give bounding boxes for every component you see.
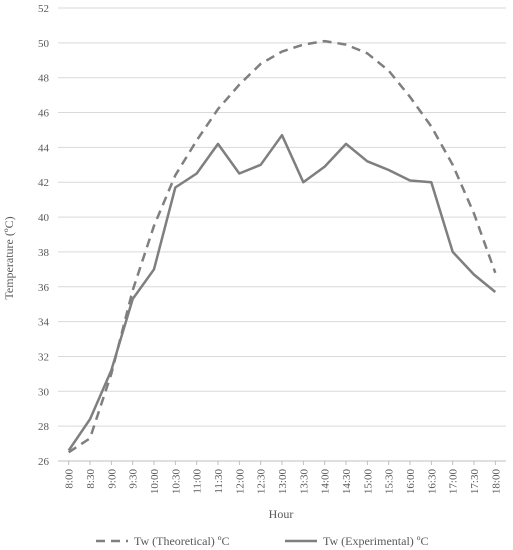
x-tick-label: 18:00 [490, 469, 502, 495]
x-tick-label: 16:00 [405, 469, 417, 495]
x-tick-label: 10:30 [170, 469, 182, 495]
x-tick-label: 8:00 [64, 469, 76, 489]
x-tick-label: 15:00 [362, 469, 374, 495]
y-tick-label: 42 [38, 177, 49, 189]
y-tick-label: 30 [38, 386, 50, 398]
series-line-experimental [67, 133, 497, 452]
legend-label-experimental: Tw (Experimental) ºC [323, 534, 429, 548]
y-tick-label: 34 [38, 317, 50, 329]
x-tick-label: 12:00 [234, 469, 246, 495]
y-axis-title: Temperature (ºC) [2, 216, 16, 299]
y-tick-label: 40 [38, 212, 50, 224]
y-tick-label: 52 [38, 3, 49, 15]
x-tick-label: 17:00 [448, 469, 460, 495]
x-tick-label: 12:30 [256, 469, 268, 495]
y-tick-label: 50 [38, 38, 50, 50]
x-tick-label: 8:30 [85, 469, 97, 489]
gridlines [58, 7, 506, 462]
y-tick-label: 38 [38, 247, 50, 259]
y-tick-label: 28 [38, 421, 50, 433]
x-axis-ticks: 8:00 8:30 9:00 9:30 10:00 10:30 11:00 11:30 12:0… [64, 461, 502, 495]
y-tick-label: 46 [38, 108, 50, 120]
x-tick-label: 14:00 [320, 469, 332, 495]
x-tick-label: 15:30 [384, 469, 396, 495]
series-line-theoretical [68, 39, 497, 454]
x-tick-label: 11:30 [213, 469, 225, 494]
series-lines [67, 39, 497, 454]
x-tick-label: 14:30 [341, 469, 353, 495]
x-tick-label: 13:00 [277, 469, 289, 495]
x-tick-label: 11:00 [192, 469, 204, 494]
y-axis-ticks: 26 28 30 32 34 36 38 40 42 44 46 48 50 52 [38, 3, 50, 468]
legend-label-theoretical: Tw (Theoretical) ºC [134, 534, 230, 548]
x-tick-label: 13:30 [298, 469, 310, 495]
y-tick-label: 26 [38, 456, 50, 468]
x-tick-label: 9:00 [106, 469, 118, 489]
x-tick-label: 9:30 [128, 469, 140, 489]
x-tick-label: 16:30 [426, 469, 438, 495]
y-tick-label: 36 [38, 282, 50, 294]
y-tick-label: 32 [38, 351, 49, 363]
x-axis-title: Hour [269, 507, 294, 521]
legend: Tw (Theoretical) ºC Tw (Experimental) ºC [96, 534, 429, 548]
x-tick-label: 10:00 [149, 469, 161, 495]
y-tick-label: 48 [38, 73, 50, 85]
y-tick-label: 44 [38, 142, 50, 154]
x-tick-label: 17:30 [469, 469, 481, 495]
